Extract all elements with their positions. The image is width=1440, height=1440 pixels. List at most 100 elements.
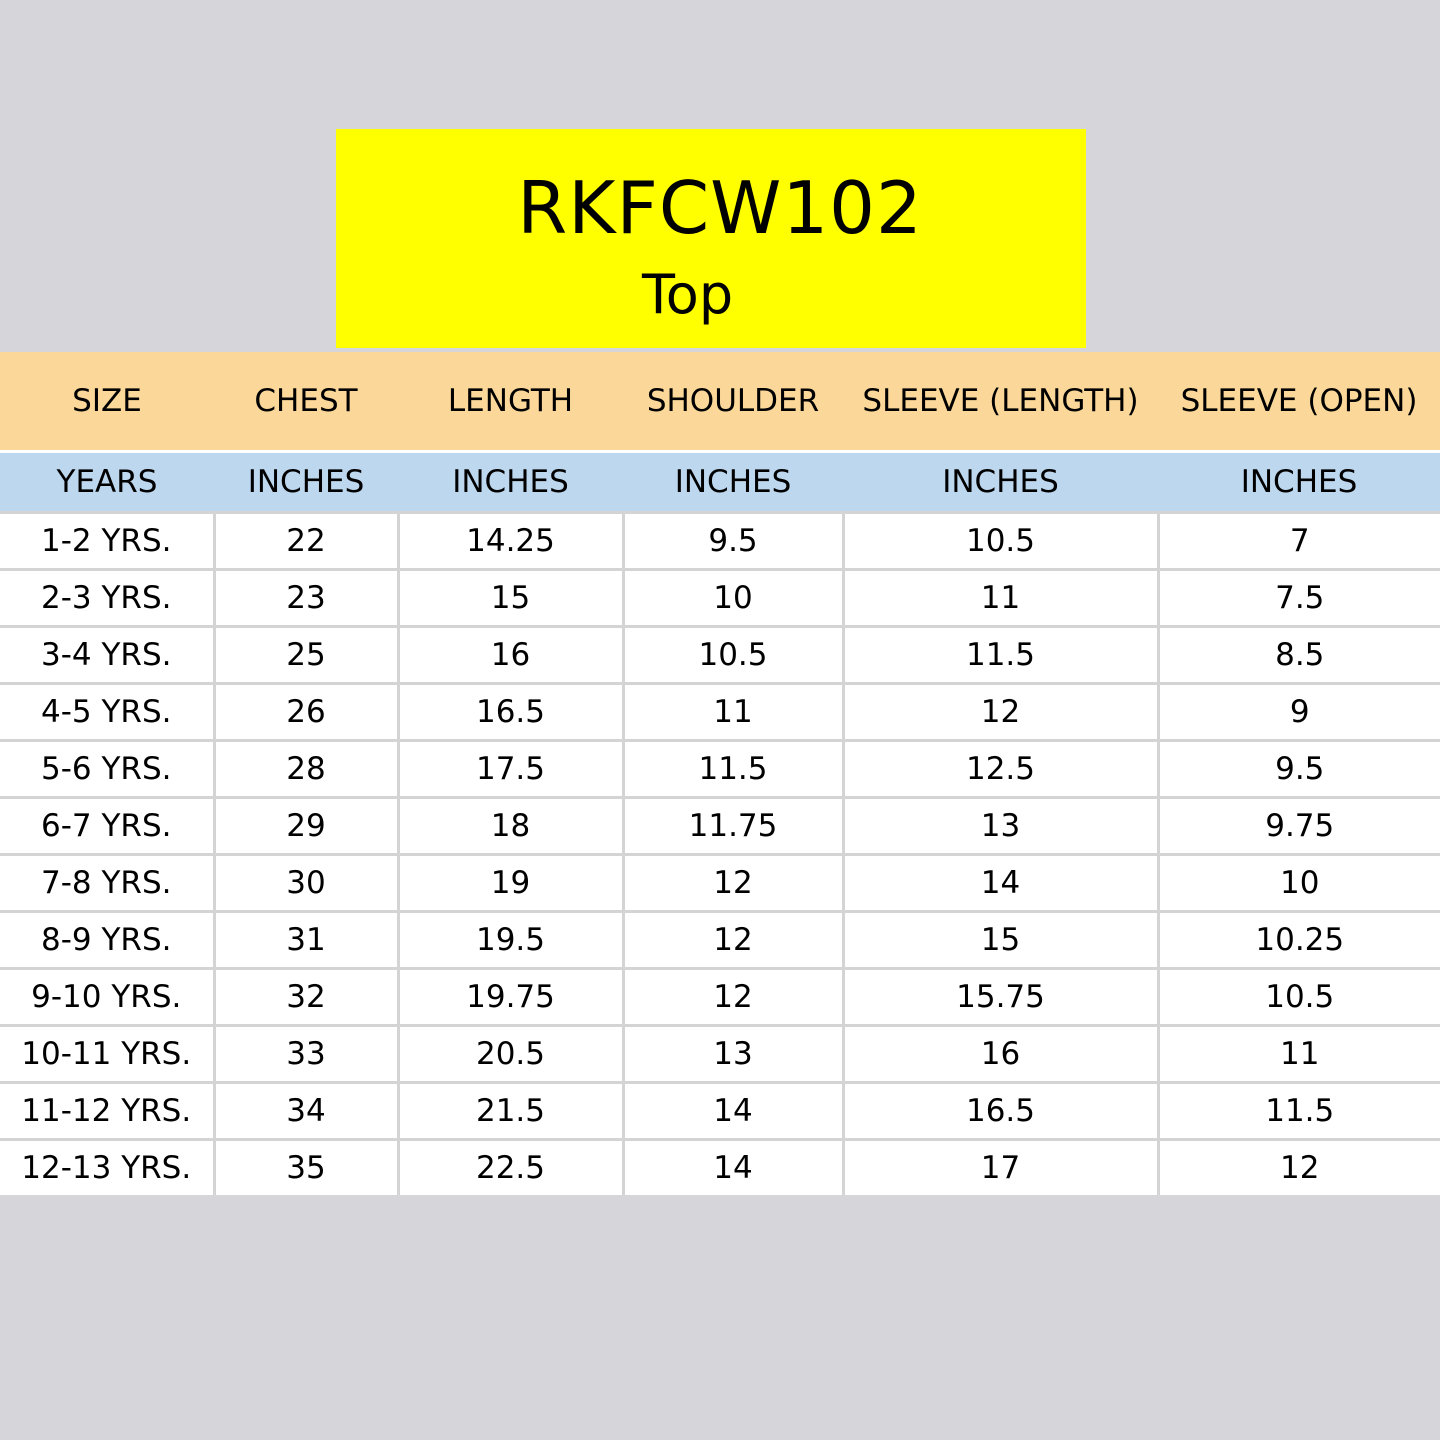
table-row: 9-10 YRS. 32 19.75 12 15.75 10.5	[0, 967, 1440, 1026]
cell-sleeve-length: 12.5	[843, 739, 1160, 798]
header-sleeve-open: SLEEVE (OPEN)	[1158, 352, 1440, 452]
cell-sleeve-length: 12	[843, 682, 1160, 741]
cell-chest: 35	[214, 1138, 400, 1195]
unit-length: INCHES	[398, 450, 623, 513]
cell-size: 8-9 YRS.	[0, 910, 216, 969]
table-row: 3-4 YRS. 25 16 10.5 11.5 8.5	[0, 625, 1440, 684]
table-row: 10-11 YRS. 33 20.5 13 16 11	[0, 1024, 1440, 1083]
cell-size: 3-4 YRS.	[0, 625, 216, 684]
header-chest: CHEST	[214, 352, 398, 452]
cell-length: 19	[398, 853, 625, 912]
cell-sleeve-open: 10.5	[1158, 967, 1440, 1026]
cell-sleeve-open: 10	[1158, 853, 1440, 912]
cell-shoulder: 14	[623, 1138, 845, 1195]
cell-sleeve-length: 17	[843, 1138, 1160, 1195]
cell-chest: 25	[214, 625, 400, 684]
cell-chest: 31	[214, 910, 400, 969]
cell-size: 10-11 YRS.	[0, 1024, 216, 1083]
table-row: 11-12 YRS. 34 21.5 14 16.5 11.5	[0, 1081, 1440, 1140]
cell-sleeve-length: 16.5	[843, 1081, 1160, 1140]
cell-size: 5-6 YRS.	[0, 739, 216, 798]
cell-shoulder: 12	[623, 853, 845, 912]
cell-shoulder: 14	[623, 1081, 845, 1140]
header-length: LENGTH	[398, 352, 623, 452]
unit-shoulder: INCHES	[623, 450, 843, 513]
size-chart-table: SIZE CHEST LENGTH SHOULDER SLEEVE (LENGT…	[0, 352, 1440, 1195]
units-row: YEARS INCHES INCHES INCHES INCHES INCHES	[0, 450, 1440, 513]
table-row: 5-6 YRS. 28 17.5 11.5 12.5 9.5	[0, 739, 1440, 798]
cell-chest: 28	[214, 739, 400, 798]
cell-shoulder: 11.75	[623, 796, 845, 855]
header-sleeve-length: SLEEVE (LENGTH)	[843, 352, 1158, 452]
cell-shoulder: 12	[623, 910, 845, 969]
cell-sleeve-length: 10.5	[843, 511, 1160, 570]
cell-chest: 33	[214, 1024, 400, 1083]
cell-shoulder: 12	[623, 967, 845, 1026]
cell-length: 19.75	[398, 967, 625, 1026]
cell-shoulder: 11	[623, 682, 845, 741]
product-type: Top	[642, 263, 734, 326]
cell-chest: 26	[214, 682, 400, 741]
cell-sleeve-length: 11.5	[843, 625, 1160, 684]
cell-sleeve-length: 15	[843, 910, 1160, 969]
cell-sleeve-open: 11	[1158, 1024, 1440, 1083]
cell-chest: 30	[214, 853, 400, 912]
unit-size: YEARS	[0, 450, 214, 513]
cell-size: 2-3 YRS.	[0, 568, 216, 627]
table-row: 12-13 YRS. 35 22.5 14 17 12	[0, 1138, 1440, 1195]
unit-sleeve-length: INCHES	[843, 450, 1158, 513]
unit-sleeve-open: INCHES	[1158, 450, 1440, 513]
cell-length: 20.5	[398, 1024, 625, 1083]
cell-chest: 23	[214, 568, 400, 627]
cell-length: 19.5	[398, 910, 625, 969]
cell-chest: 22	[214, 511, 400, 570]
cell-length: 15	[398, 568, 625, 627]
table-row: 4-5 YRS. 26 16.5 11 12 9	[0, 682, 1440, 741]
cell-sleeve-length: 15.75	[843, 967, 1160, 1026]
cell-shoulder: 10.5	[623, 625, 845, 684]
cell-chest: 29	[214, 796, 400, 855]
cell-length: 16	[398, 625, 625, 684]
cell-size: 9-10 YRS.	[0, 967, 216, 1026]
cell-sleeve-open: 9	[1158, 682, 1440, 741]
header-shoulder: SHOULDER	[623, 352, 843, 452]
cell-sleeve-open: 10.25	[1158, 910, 1440, 969]
cell-shoulder: 11.5	[623, 739, 845, 798]
cell-shoulder: 9.5	[623, 511, 845, 570]
cell-length: 14.25	[398, 511, 625, 570]
table-body: 1-2 YRS. 22 14.25 9.5 10.5 7 2-3 YRS. 23 15 10 11 7…	[0, 511, 1440, 1195]
unit-chest: INCHES	[214, 450, 398, 513]
cell-size: 4-5 YRS.	[0, 682, 216, 741]
cell-sleeve-open: 12	[1158, 1138, 1440, 1195]
cell-size: 6-7 YRS.	[0, 796, 216, 855]
cell-sleeve-open: 7	[1158, 511, 1440, 570]
cell-sleeve-length: 16	[843, 1024, 1160, 1083]
cell-sleeve-length: 11	[843, 568, 1160, 627]
table-row: 6-7 YRS. 29 18 11.75 13 9.75	[0, 796, 1440, 855]
cell-size: 7-8 YRS.	[0, 853, 216, 912]
cell-chest: 32	[214, 967, 400, 1026]
cell-size: 1-2 YRS.	[0, 511, 216, 570]
cell-chest: 34	[214, 1081, 400, 1140]
cell-sleeve-open: 11.5	[1158, 1081, 1440, 1140]
cell-sleeve-open: 9.75	[1158, 796, 1440, 855]
cell-sleeve-length: 14	[843, 853, 1160, 912]
cell-length: 16.5	[398, 682, 625, 741]
product-code: RKFCW102	[517, 166, 923, 250]
cell-shoulder: 10	[623, 568, 845, 627]
table-row: 8-9 YRS. 31 19.5 12 15 10.25	[0, 910, 1440, 969]
cell-shoulder: 13	[623, 1024, 845, 1083]
title-banner	[336, 129, 1086, 348]
table-row: 2-3 YRS. 23 15 10 11 7.5	[0, 568, 1440, 627]
cell-sleeve-open: 9.5	[1158, 739, 1440, 798]
cell-size: 12-13 YRS.	[0, 1138, 216, 1195]
cell-length: 18	[398, 796, 625, 855]
cell-sleeve-open: 7.5	[1158, 568, 1440, 627]
header-row: SIZE CHEST LENGTH SHOULDER SLEEVE (LENGT…	[0, 352, 1440, 452]
cell-length: 22.5	[398, 1138, 625, 1195]
cell-size: 11-12 YRS.	[0, 1081, 216, 1140]
cell-sleeve-length: 13	[843, 796, 1160, 855]
cell-length: 21.5	[398, 1081, 625, 1140]
cell-sleeve-open: 8.5	[1158, 625, 1440, 684]
table-row: 1-2 YRS. 22 14.25 9.5 10.5 7	[0, 511, 1440, 570]
